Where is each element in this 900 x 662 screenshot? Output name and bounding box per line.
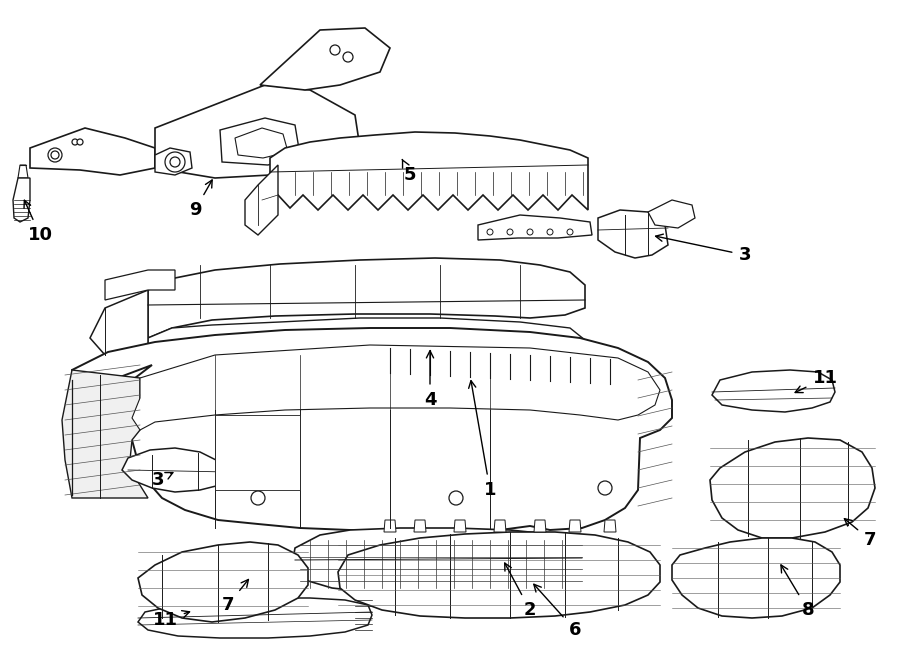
Polygon shape [122,448,228,492]
Polygon shape [155,85,360,178]
Text: 7: 7 [844,518,877,549]
Polygon shape [648,200,695,228]
Circle shape [77,139,83,145]
Text: 7: 7 [221,579,248,614]
Circle shape [547,229,553,235]
Polygon shape [13,178,30,222]
Polygon shape [220,448,282,475]
Text: 2: 2 [505,563,536,619]
Polygon shape [710,438,875,538]
Circle shape [51,151,59,159]
Polygon shape [338,532,660,618]
Circle shape [343,52,353,62]
Text: 10: 10 [24,200,52,244]
Polygon shape [494,520,506,532]
Circle shape [251,491,265,505]
Polygon shape [598,210,668,258]
Circle shape [507,229,513,235]
Text: 5: 5 [402,160,417,184]
Circle shape [48,148,62,162]
Polygon shape [138,598,372,638]
Polygon shape [414,520,426,532]
Polygon shape [215,415,300,490]
Polygon shape [712,370,835,412]
Polygon shape [292,528,582,594]
Polygon shape [155,148,192,175]
Circle shape [598,481,612,495]
Polygon shape [235,128,288,158]
Circle shape [170,157,180,167]
Polygon shape [30,128,155,175]
Polygon shape [260,28,390,90]
Polygon shape [100,458,128,480]
Circle shape [449,491,463,505]
Circle shape [330,45,340,55]
Text: 4: 4 [424,351,436,409]
Circle shape [165,152,185,172]
Circle shape [487,229,493,235]
Text: 11: 11 [152,610,190,629]
Text: 3: 3 [152,471,173,489]
Text: 6: 6 [534,585,581,639]
Polygon shape [604,520,616,532]
Polygon shape [62,370,148,498]
Polygon shape [270,132,588,210]
Polygon shape [384,520,396,532]
Text: 8: 8 [781,565,815,619]
Polygon shape [454,520,466,532]
Polygon shape [148,318,585,365]
Polygon shape [245,165,278,235]
Polygon shape [90,290,148,365]
Text: 9: 9 [189,180,212,219]
Polygon shape [18,165,28,178]
Polygon shape [220,118,300,165]
Polygon shape [672,538,840,618]
Polygon shape [478,215,592,240]
Polygon shape [534,520,546,532]
Polygon shape [569,520,581,532]
Circle shape [527,229,533,235]
Polygon shape [132,345,660,430]
Polygon shape [148,258,585,338]
Polygon shape [105,270,175,300]
Circle shape [567,229,573,235]
Text: 1: 1 [469,381,496,499]
Polygon shape [72,328,672,532]
Text: 11: 11 [795,369,838,393]
Polygon shape [138,542,308,622]
Circle shape [72,139,78,145]
Text: 3: 3 [655,234,751,264]
